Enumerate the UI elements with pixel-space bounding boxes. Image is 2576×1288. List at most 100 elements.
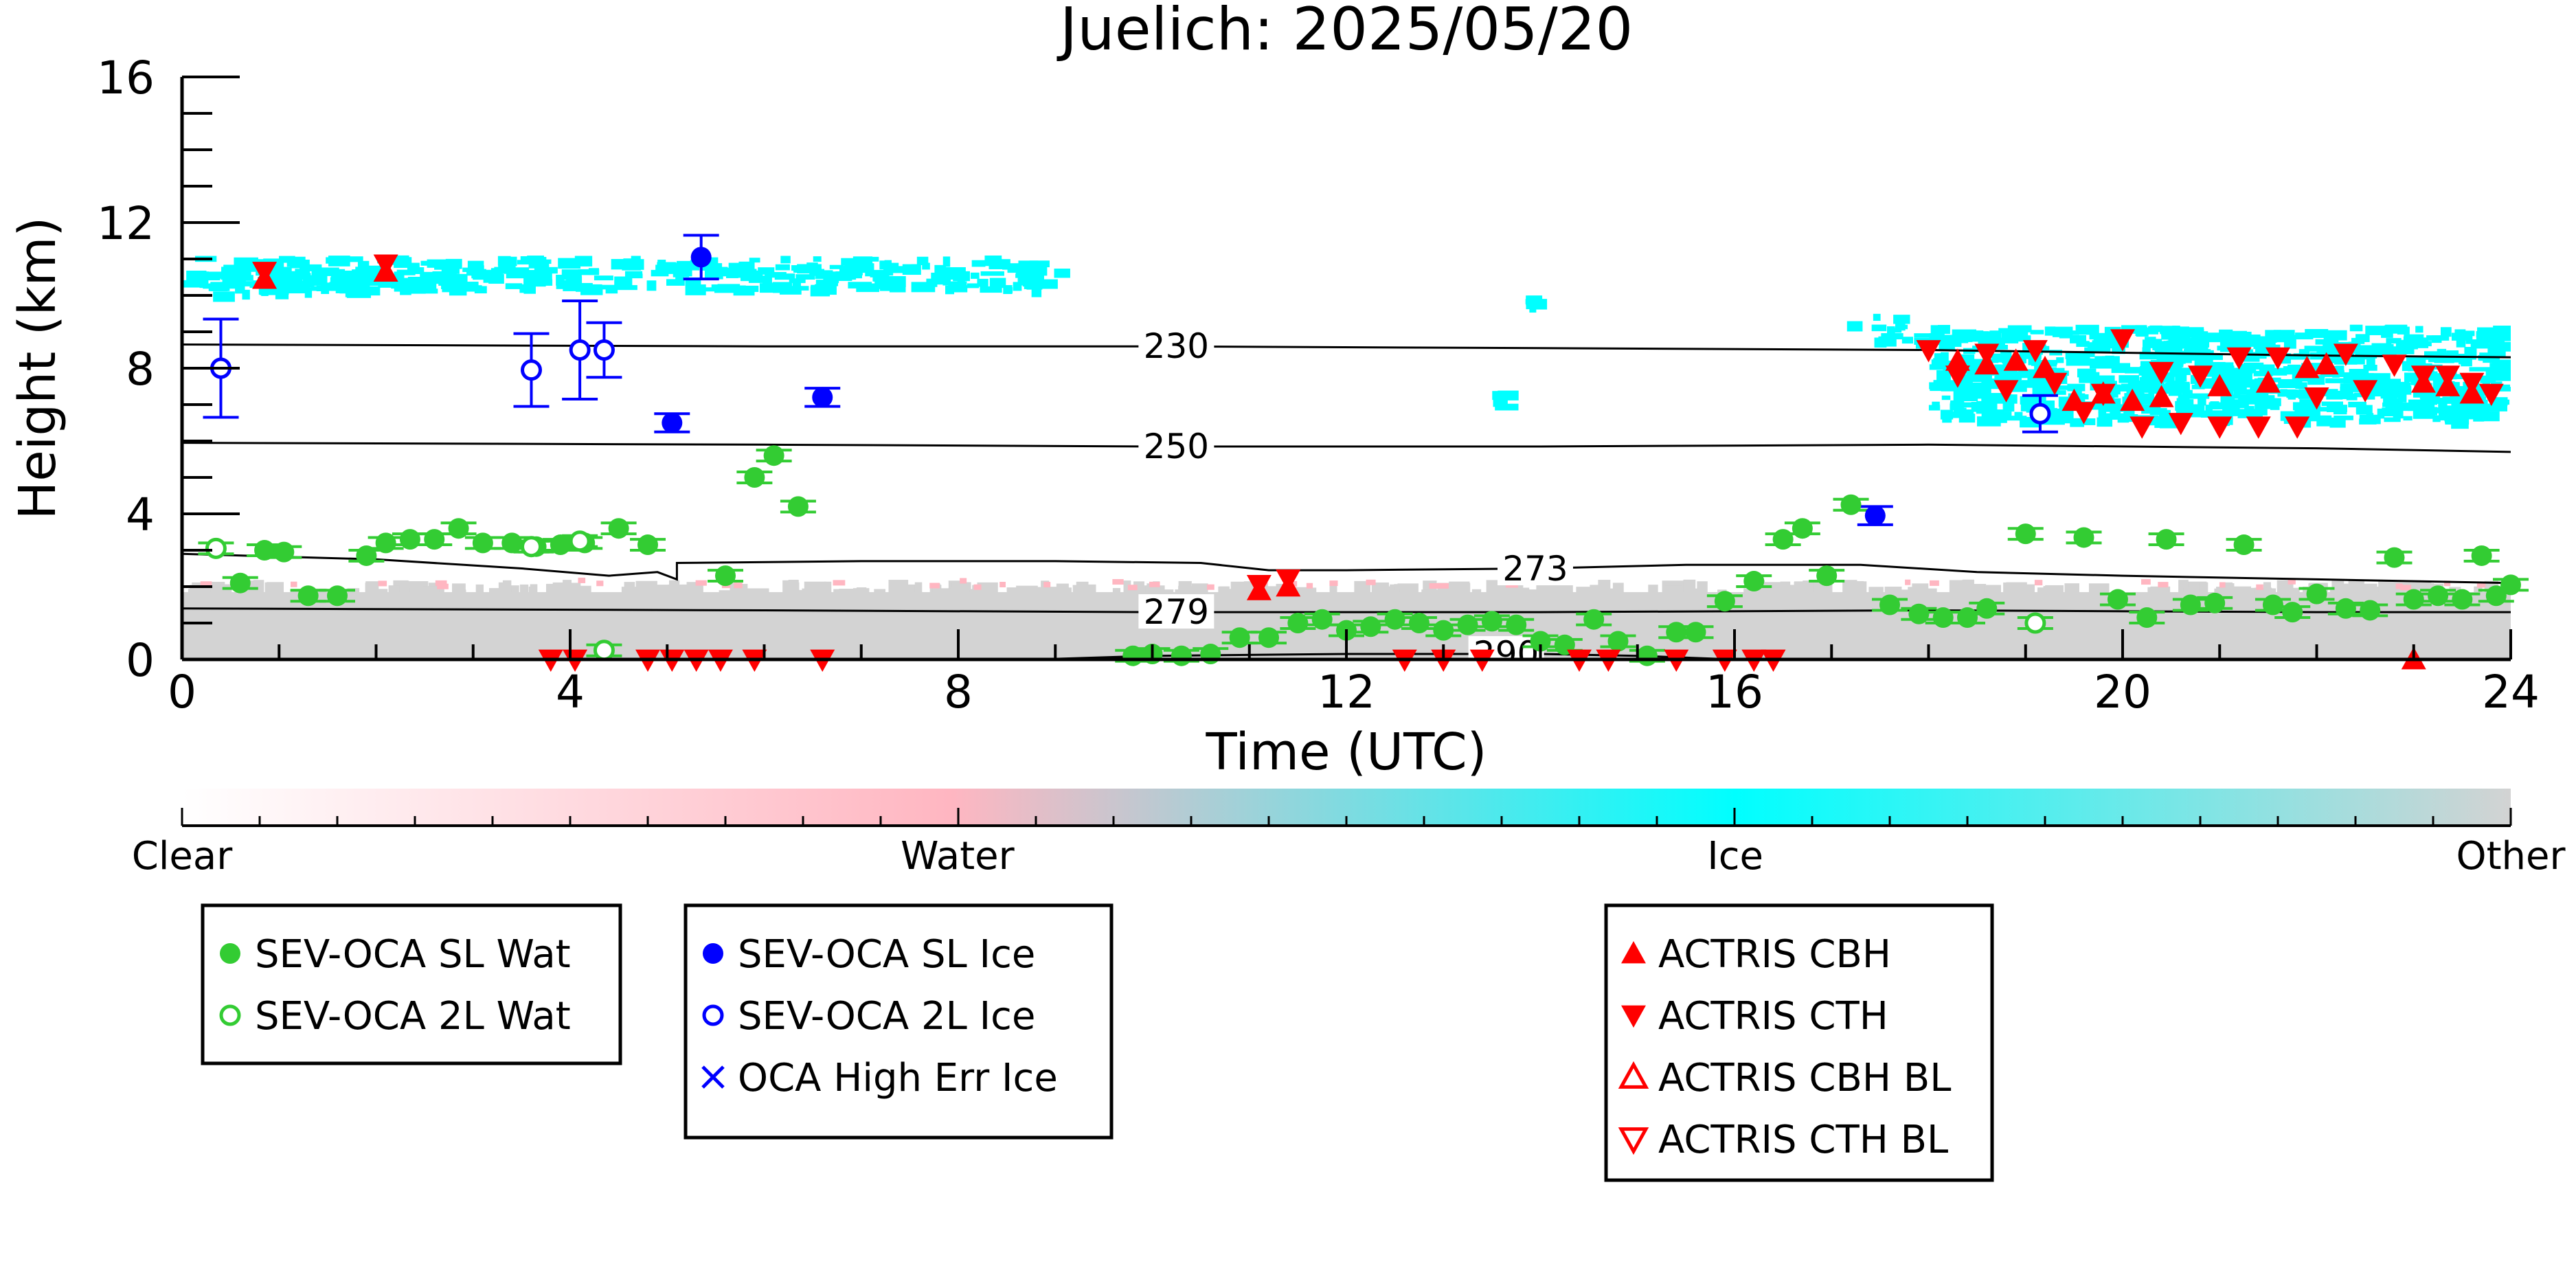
other-fragment: [657, 585, 668, 593]
marker-circle-filled: [375, 532, 396, 554]
ice-fragment: [2142, 347, 2151, 357]
ice-fragment: [286, 256, 306, 267]
ice-fragment: [505, 283, 523, 289]
ice-fragment: [2161, 375, 2169, 383]
other-fragment: [747, 588, 769, 593]
other-fragment: [1086, 584, 1096, 593]
other-fragment: [570, 583, 581, 593]
other-fragment: [1006, 587, 1019, 593]
ice-fragment: [1969, 382, 1994, 387]
other-fragment: [1765, 582, 1785, 593]
colorbar-label: Water: [901, 834, 1015, 879]
ice-fragment: [614, 276, 633, 288]
other-fragment: [388, 585, 400, 593]
ice-fragment: [2377, 408, 2385, 419]
ice-fragment: [2336, 372, 2359, 377]
ice-fragment: [2065, 351, 2086, 359]
ice-fragment: [2253, 336, 2277, 343]
other-fragment: [2009, 585, 2028, 593]
ice-fragment: [574, 256, 593, 267]
water-fragment: [1905, 579, 1911, 585]
water-fragment: [2034, 580, 2043, 586]
ice-fragment: [2356, 409, 2371, 415]
other-fragment: [519, 584, 529, 593]
ice-fragment: [527, 256, 545, 261]
marker-circle-filled: [2306, 583, 2327, 605]
marker-circle-open: [569, 530, 591, 552]
ice-fragment: [2020, 398, 2031, 404]
ice-fragment: [2247, 365, 2263, 370]
ice-fragment: [2040, 417, 2065, 425]
ice-fragment: [1991, 357, 2007, 363]
ice-fragment: [2197, 397, 2206, 406]
ice-fragment: [977, 278, 988, 287]
ice-fragment: [1931, 330, 1945, 336]
water-fragment: [1929, 580, 1939, 586]
ice-fragment: [2346, 387, 2356, 392]
marker-triangle-down-filled: [1246, 574, 1272, 598]
ice-fragment: [2125, 367, 2145, 374]
ice-fragment: [699, 287, 719, 292]
marker-circle-filled: [1816, 565, 1838, 587]
ice-fragment: [1873, 313, 1881, 321]
ice-fragment: [2355, 348, 2375, 360]
other-fragment: [1016, 585, 1038, 593]
ice-fragment: [1498, 396, 1508, 405]
water-fragment: [435, 580, 447, 586]
ice-fragment: [242, 289, 250, 300]
ice-fragment: [241, 275, 253, 281]
marker-circle-filled: [2452, 589, 2473, 610]
ice-fragment: [1002, 263, 1025, 270]
ice-fragment: [2325, 346, 2346, 354]
ice-fragment: [271, 267, 292, 275]
ice-fragment: [2348, 401, 2366, 408]
ice-fragment: [562, 259, 572, 264]
ice-fragment: [2315, 339, 2339, 345]
ice-fragment: [293, 273, 303, 278]
ice-fragment: [2331, 417, 2340, 423]
other-fragment: [932, 588, 952, 593]
ice-fragment: [556, 280, 569, 289]
ice-fragment: [1846, 321, 1863, 332]
marker-triangle-down-filled: [2207, 416, 2233, 439]
x-tick-label: 24: [2482, 666, 2540, 719]
other-fragment: [1123, 589, 1137, 593]
ice-fragment: [2286, 389, 2311, 398]
other-fragment: [667, 584, 682, 593]
other-fragment: [2474, 586, 2483, 593]
other-fragment: [209, 582, 225, 593]
ice-fragment: [2262, 366, 2275, 375]
ice-fragment: [182, 280, 205, 288]
water-fragment: [2476, 582, 2486, 588]
marker-circle-open: [2029, 403, 2051, 425]
ice-fragment: [1989, 330, 2002, 341]
ice-fragment: [2476, 331, 2501, 337]
other-fragment: [1227, 589, 1238, 593]
marker-triangle-down-filled: [373, 254, 398, 277]
x-tick-label: 12: [1318, 666, 1375, 719]
other-fragment: [2037, 587, 2057, 593]
other-fragment: [530, 584, 538, 593]
other-fragment: [498, 582, 508, 593]
ice-fragment: [850, 262, 863, 267]
other-fragment: [1045, 587, 1061, 593]
marker-circle-filled: [472, 532, 493, 554]
marker-circle-filled: [2282, 602, 2303, 623]
legend-entry-label: SEV-OCA 2L Wat: [255, 994, 571, 1039]
ice-fragment: [2372, 343, 2394, 352]
isotherm-label-bg: [1138, 428, 1214, 463]
ice-fragment: [2434, 352, 2454, 363]
other-fragment: [1664, 585, 1682, 593]
ice-fragment: [430, 275, 438, 282]
ice-fragment: [2037, 385, 2059, 392]
ice-fragment: [2226, 385, 2234, 397]
ice-fragment: [2018, 369, 2041, 374]
marker-circle-filled: [1957, 607, 1978, 629]
water-fragment: [999, 581, 1006, 587]
marker-circle-filled: [2384, 547, 2405, 568]
ice-fragment: [2316, 415, 2332, 427]
ice-fragment: [765, 271, 787, 278]
other-fragment: [452, 583, 466, 593]
ice-fragment: [2395, 342, 2418, 350]
ice-fragment: [1957, 392, 1978, 399]
